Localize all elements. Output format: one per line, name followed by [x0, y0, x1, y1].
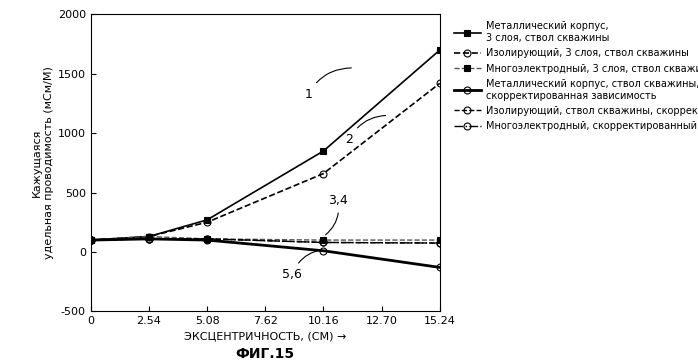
X-axis label: ЭКСЦЕНТРИЧНОСТЬ, (СМ) →: ЭКСЦЕНТРИЧНОСТЬ, (СМ) →: [184, 332, 346, 342]
Text: 1: 1: [304, 68, 351, 101]
Text: ФИГ.15: ФИГ.15: [236, 348, 295, 361]
Y-axis label: Кажущаяся
удельная проводимость (мСм/М): Кажущаяся удельная проводимость (мСм/М): [32, 67, 54, 259]
Legend: Металлический корпус,
3 слоя, ствол скважины, Изолирующий, 3 слоя, ствол скважин: Металлический корпус, 3 слоя, ствол сква…: [452, 19, 698, 133]
Text: 5,6: 5,6: [282, 250, 320, 281]
Text: 3,4: 3,4: [325, 194, 348, 235]
Text: 2: 2: [346, 115, 386, 146]
